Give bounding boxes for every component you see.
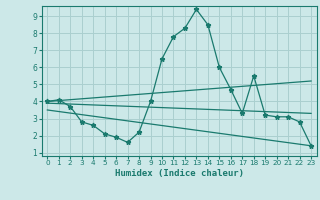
X-axis label: Humidex (Indice chaleur): Humidex (Indice chaleur) <box>115 169 244 178</box>
